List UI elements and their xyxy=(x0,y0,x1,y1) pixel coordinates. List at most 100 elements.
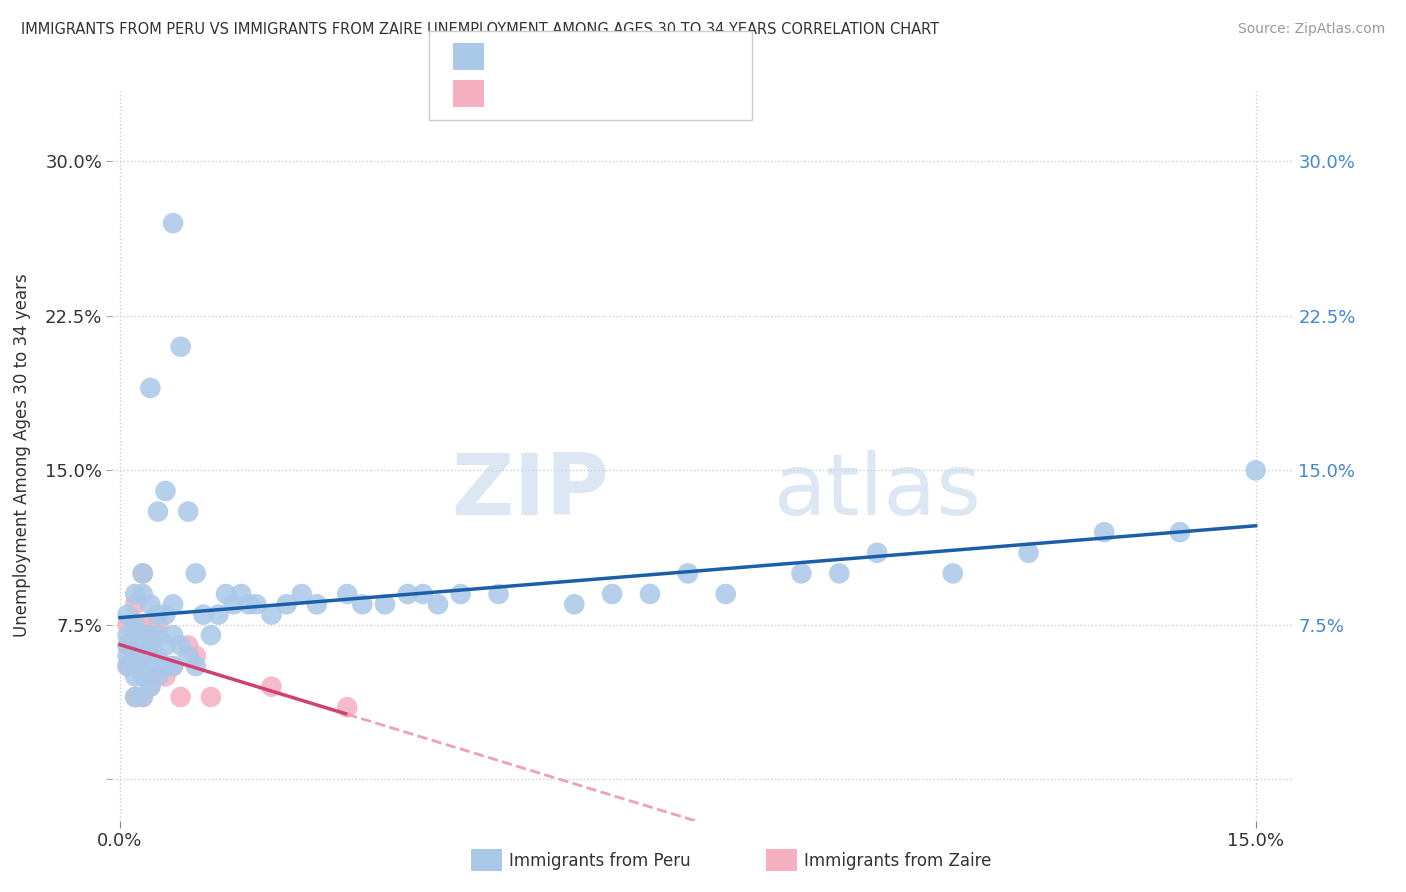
Point xyxy=(117,618,139,632)
Point xyxy=(200,690,222,704)
Point xyxy=(1244,463,1267,477)
Point xyxy=(132,669,155,683)
Text: 78: 78 xyxy=(626,49,651,67)
Point xyxy=(231,587,253,601)
Point xyxy=(238,597,260,611)
Text: Immigrants from Zaire: Immigrants from Zaire xyxy=(804,852,991,870)
Point xyxy=(184,659,207,673)
Point xyxy=(866,546,889,560)
Text: -0.166: -0.166 xyxy=(517,87,582,104)
Point xyxy=(139,680,162,694)
Point xyxy=(146,669,169,683)
Point xyxy=(132,690,155,704)
Point xyxy=(146,669,169,683)
Point xyxy=(162,659,184,673)
Point xyxy=(162,659,184,673)
Point xyxy=(396,587,419,601)
Point xyxy=(1092,525,1115,540)
Point xyxy=(124,648,146,663)
Point xyxy=(139,381,162,395)
Point xyxy=(117,607,139,622)
Point xyxy=(291,587,314,601)
Point xyxy=(117,648,139,663)
Point xyxy=(305,597,328,611)
Text: Immigrants from Peru: Immigrants from Peru xyxy=(509,852,690,870)
Point xyxy=(132,628,155,642)
Text: 0.301: 0.301 xyxy=(517,49,581,67)
Point xyxy=(124,587,146,601)
Point xyxy=(117,659,139,673)
Point xyxy=(177,639,200,653)
Point xyxy=(124,669,146,683)
Point xyxy=(162,597,184,611)
Text: Source: ZipAtlas.com: Source: ZipAtlas.com xyxy=(1237,22,1385,37)
Point xyxy=(132,659,155,673)
Text: N =: N = xyxy=(583,49,631,67)
Y-axis label: Unemployment Among Ages 30 to 34 years: Unemployment Among Ages 30 to 34 years xyxy=(13,273,31,637)
Point xyxy=(139,597,162,611)
Point xyxy=(450,587,472,601)
Point xyxy=(117,639,139,653)
Point xyxy=(336,700,359,714)
Point xyxy=(200,628,222,642)
Point xyxy=(124,597,146,611)
Point xyxy=(488,587,510,601)
Text: R =: R = xyxy=(489,87,526,104)
Point xyxy=(276,597,298,611)
Point xyxy=(146,648,169,663)
Text: N =: N = xyxy=(583,87,631,104)
Point xyxy=(352,597,374,611)
Point xyxy=(177,505,200,519)
Point xyxy=(215,587,238,601)
Point xyxy=(790,566,813,581)
Point xyxy=(155,659,177,673)
Point xyxy=(828,566,851,581)
Point xyxy=(146,618,169,632)
Point xyxy=(162,216,184,230)
Point xyxy=(132,639,155,653)
Point xyxy=(117,628,139,642)
Point xyxy=(155,639,177,653)
Point xyxy=(139,639,162,653)
Point xyxy=(124,690,146,704)
Text: atlas: atlas xyxy=(773,450,981,533)
Text: ZIP: ZIP xyxy=(451,450,609,533)
Point xyxy=(676,566,699,581)
Point xyxy=(117,659,139,673)
Point xyxy=(146,505,169,519)
Point xyxy=(562,597,585,611)
Point xyxy=(146,628,169,642)
Point xyxy=(132,587,155,601)
Point xyxy=(222,597,245,611)
Point xyxy=(124,690,146,704)
Point xyxy=(942,566,965,581)
Point xyxy=(600,587,623,601)
Point xyxy=(412,587,434,601)
Point xyxy=(184,566,207,581)
Point xyxy=(132,618,155,632)
Point xyxy=(169,690,191,704)
Point xyxy=(169,639,191,653)
Point xyxy=(155,483,177,498)
Point xyxy=(132,648,155,663)
Point xyxy=(124,628,146,642)
Point xyxy=(132,566,155,581)
Point xyxy=(207,607,229,622)
Point xyxy=(139,628,162,642)
Point xyxy=(132,566,155,581)
Point xyxy=(146,607,169,622)
Point xyxy=(260,607,283,622)
Point xyxy=(374,597,396,611)
Point xyxy=(336,587,359,601)
Point xyxy=(714,587,737,601)
Point xyxy=(1168,525,1191,540)
Point xyxy=(124,648,146,663)
Point xyxy=(162,628,184,642)
Point xyxy=(638,587,661,601)
Point xyxy=(260,680,283,694)
Point xyxy=(193,607,215,622)
Point xyxy=(427,597,450,611)
Point xyxy=(1018,546,1040,560)
Point xyxy=(245,597,267,611)
Point xyxy=(139,639,162,653)
